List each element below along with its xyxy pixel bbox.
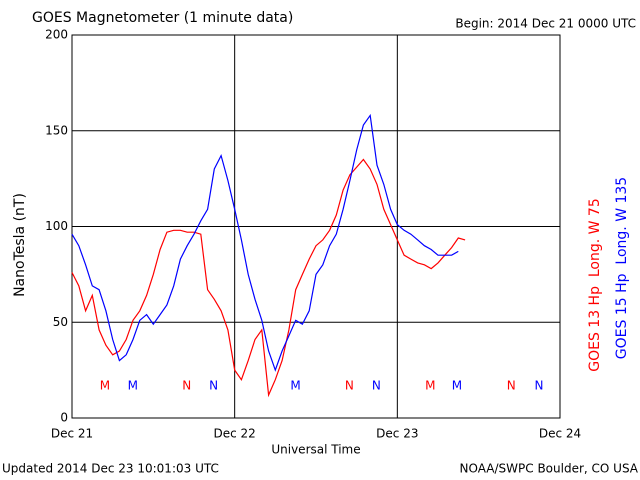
- annotation: N: [182, 379, 191, 393]
- series-line: [71, 158, 466, 398]
- y-axis-label: NanoTesla (nT): [12, 193, 28, 297]
- footer-left: Updated 2014 Dec 23 10:01:03 UTC: [2, 462, 219, 476]
- plot-frame: [71, 34, 561, 419]
- y-tick-label: 100: [45, 219, 68, 233]
- annotation: N: [507, 379, 516, 393]
- annotation: M: [128, 379, 138, 393]
- annotation: N: [372, 379, 381, 393]
- annotation: M: [452, 379, 462, 393]
- x-tick-label: Dec 24: [539, 427, 581, 441]
- legend-label: GOES 15 Hp Long. W 135: [614, 177, 630, 359]
- annotation: M: [290, 379, 300, 393]
- annotation: M: [100, 379, 110, 393]
- chart-title: GOES Magnetometer (1 minute data): [32, 10, 293, 26]
- series-line: [71, 113, 459, 372]
- x-tick-label: Dec 22: [214, 427, 256, 441]
- y-tick-label: 150: [45, 123, 68, 137]
- y-tick-label: 200: [45, 28, 68, 42]
- chart-subtitle: Begin: 2014 Dec 21 0000 UTC: [455, 17, 636, 31]
- annotation: M: [425, 379, 435, 393]
- annotation: N: [345, 379, 354, 393]
- annotation: N: [534, 379, 543, 393]
- x-tick-label: Dec 23: [376, 427, 418, 441]
- x-axis-label: Universal Time: [271, 443, 360, 457]
- footer-right: NOAA/SWPC Boulder, CO USA: [460, 462, 639, 476]
- y-tick-label: 0: [60, 411, 68, 425]
- y-tick-label: 50: [53, 315, 68, 329]
- legend-label: GOES 13 Hp Long. W 75: [587, 198, 603, 372]
- x-tick-label: Dec 21: [51, 427, 93, 441]
- annotation: N: [209, 379, 218, 393]
